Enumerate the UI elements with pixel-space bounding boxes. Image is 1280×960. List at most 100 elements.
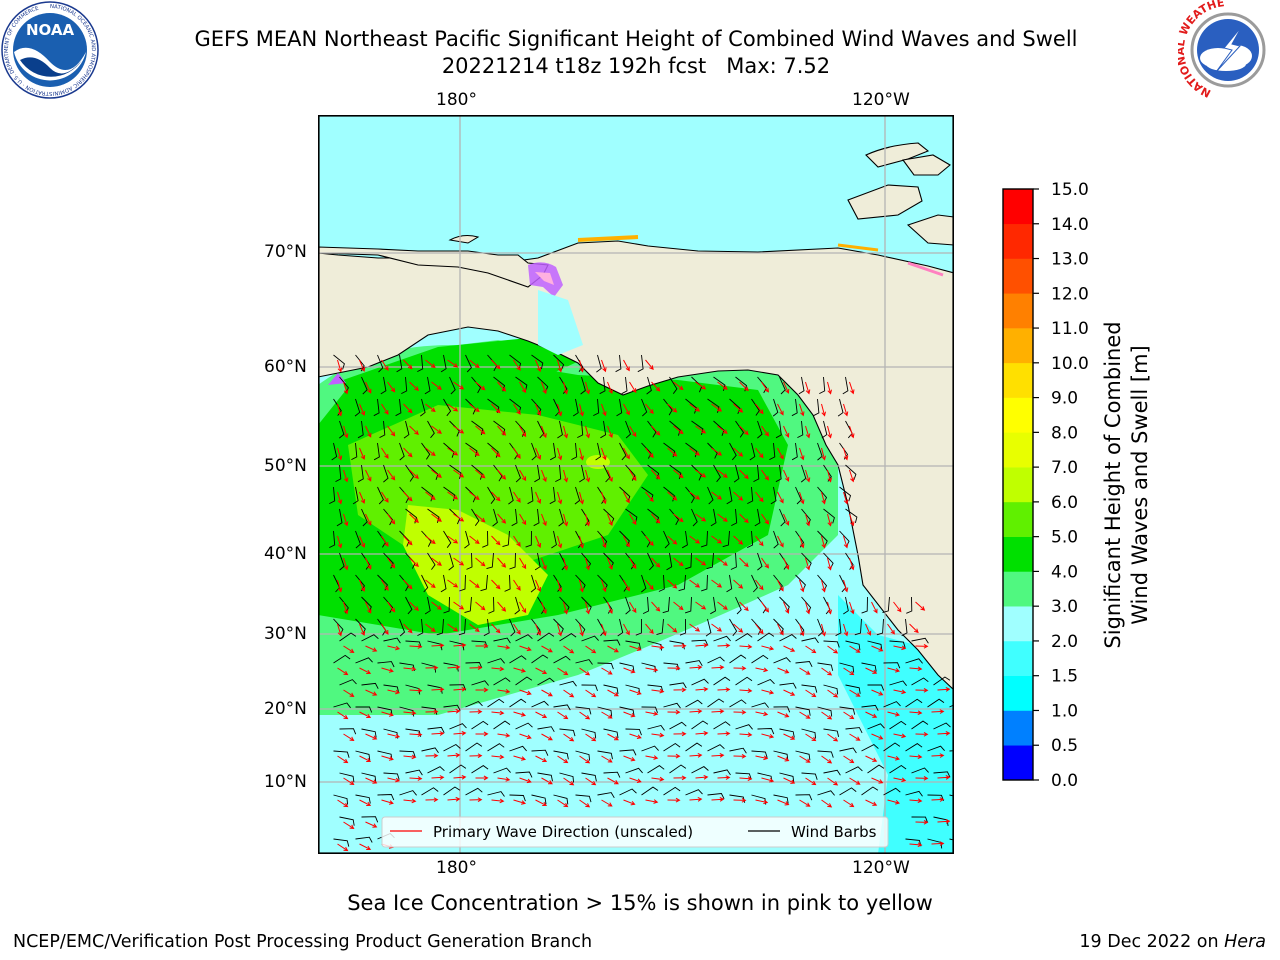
wind-barb	[537, 596, 546, 614]
wave-arrow	[667, 579, 678, 589]
wave-arrow	[337, 755, 349, 764]
wave-arrow	[865, 667, 878, 674]
wind-barb	[656, 618, 664, 636]
wave-arrow	[827, 601, 832, 615]
wave-arrow	[761, 469, 770, 481]
wave-arrow	[717, 513, 728, 522]
wave-arrow	[893, 733, 907, 739]
wave-arrow	[695, 469, 707, 478]
wave-arrow	[469, 623, 480, 633]
wave-arrow	[689, 752, 703, 758]
wind-barb	[357, 420, 364, 439]
wave-arrow	[761, 733, 775, 739]
wave-arrow	[585, 425, 591, 439]
wave-arrow	[447, 535, 459, 544]
wave-arrow	[667, 491, 678, 501]
wave-arrow	[843, 535, 849, 549]
wind-barb	[701, 574, 708, 592]
wind-barb	[889, 764, 907, 774]
wave-arrow	[513, 623, 521, 635]
wave-arrow	[739, 601, 749, 612]
wave-arrow	[623, 667, 636, 674]
wave-arrow	[447, 579, 459, 588]
wave-arrow	[585, 381, 591, 395]
wave-arrow	[849, 381, 855, 395]
wind-barb	[483, 618, 490, 637]
wind-barb	[823, 596, 831, 615]
colorbar-tick-label: 1.5	[1051, 667, 1078, 687]
wave-arrow	[535, 667, 548, 674]
chart-subtitle: 20221214 t18z 192h fcst Max: 7.52	[441, 54, 831, 78]
wind-barb	[509, 655, 527, 664]
wind-barb	[685, 486, 695, 504]
wave-arrow	[755, 755, 769, 761]
wind-barb	[351, 442, 358, 461]
wave-arrow	[447, 664, 461, 670]
wave-arrow	[645, 667, 659, 672]
wave-arrow	[783, 689, 796, 696]
wind-barb	[713, 769, 731, 776]
lon-label-bottom-180: 180°	[436, 858, 477, 878]
wave-arrow	[491, 491, 501, 502]
wind-barb	[617, 618, 624, 637]
wave-arrow	[601, 491, 607, 505]
wind-barb	[331, 442, 338, 461]
colorbar-swatch	[1003, 189, 1033, 225]
wave-arrow	[915, 731, 929, 737]
wave-arrow	[579, 711, 591, 720]
wave-arrow	[469, 753, 483, 759]
wave-arrow	[491, 403, 501, 414]
wind-barb	[679, 618, 687, 636]
wave-arrow	[783, 425, 790, 438]
wind-barb	[684, 596, 692, 614]
wind-barb	[691, 766, 709, 774]
wind-barb	[839, 706, 856, 715]
colorbar-label-line2: Wind Waves and Swell [m]	[1128, 345, 1152, 625]
wave-arrow	[843, 579, 849, 593]
wave-arrow	[337, 491, 343, 505]
wind-barb	[355, 530, 361, 549]
wind-barb	[459, 574, 466, 592]
wave-arrow	[689, 796, 703, 802]
wind-barb	[747, 530, 754, 549]
wind-barb	[845, 552, 854, 570]
wind-barb	[377, 661, 395, 668]
wave-arrow	[651, 425, 661, 436]
wind-barb	[647, 508, 660, 524]
wind-barb	[515, 634, 533, 642]
wave-arrow	[343, 425, 349, 439]
wave-arrow	[651, 381, 661, 392]
wind-barb	[713, 420, 725, 436]
wind-barb	[705, 618, 712, 637]
wind-barb	[647, 765, 665, 774]
wave-arrow	[387, 689, 401, 695]
wave-arrow	[629, 777, 642, 783]
wave-arrow	[915, 775, 929, 781]
wave-arrow	[337, 579, 343, 593]
wind-barb	[361, 376, 368, 395]
wind-barb	[770, 486, 777, 505]
wind-barb	[773, 750, 789, 761]
wind-barb	[641, 745, 659, 752]
wind-barb	[642, 596, 649, 615]
colorbar-tick-label: 10.0	[1051, 354, 1089, 374]
colorbar-swatch	[1003, 675, 1033, 711]
wind-barb	[572, 398, 579, 417]
wind-barb	[817, 750, 834, 758]
wave-arrow	[799, 711, 811, 719]
wave-arrow	[601, 359, 607, 373]
wave-arrow	[827, 513, 832, 527]
wave-arrow	[409, 776, 423, 781]
wave-arrow	[409, 381, 419, 392]
wave-arrow	[783, 513, 790, 526]
wind-barb	[691, 639, 709, 646]
wave-arrow	[667, 753, 681, 759]
wave-arrow	[651, 644, 665, 650]
wave-arrow	[601, 447, 607, 461]
wind-barb	[581, 684, 598, 692]
wave-arrow	[887, 755, 900, 761]
wave-arrow	[387, 557, 396, 569]
wave-arrow	[805, 645, 817, 654]
wind-barb	[559, 772, 575, 783]
wave-arrow	[717, 687, 731, 692]
